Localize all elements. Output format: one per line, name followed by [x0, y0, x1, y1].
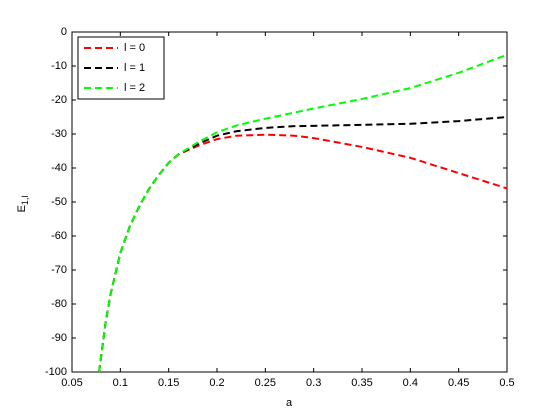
x-tick-label: 0.3 [306, 377, 321, 389]
y-tick-label: -80 [51, 298, 67, 310]
x-axis-label: a [286, 397, 293, 409]
y-axis-label-main: E [16, 205, 28, 212]
x-tick-label: 0.1 [113, 377, 128, 389]
x-tick-label: 0.05 [61, 377, 82, 389]
y-axis-label: E1,l [16, 196, 30, 213]
legend-label: l = 2 [124, 82, 145, 94]
y-tick-label: 0 [61, 26, 67, 38]
legend-box [77, 36, 165, 100]
x-tick-label: 0.35 [351, 377, 372, 389]
y-tick-label: -60 [51, 230, 67, 242]
legend-label: l = 1 [124, 62, 145, 74]
series-line [98, 53, 508, 373]
x-tick-label: 0.45 [448, 377, 469, 389]
y-tick-label: -70 [51, 264, 67, 276]
y-tick-label: -10 [51, 60, 67, 72]
x-tick-label: 0.25 [255, 377, 276, 389]
y-tick-label: -20 [51, 94, 67, 106]
x-tick-label: 0.2 [209, 377, 224, 389]
y-axis-label-sub: 1,l [20, 196, 30, 206]
x-tick-label: 0.5 [499, 377, 514, 389]
y-tick-label: -50 [51, 196, 67, 208]
y-tick-label: -100 [45, 366, 67, 378]
y-tick-label: -40 [51, 162, 67, 174]
y-tick-label: -30 [51, 128, 67, 140]
x-tick-label: 0.4 [403, 377, 418, 389]
y-tick-label: -90 [51, 332, 67, 344]
x-tick-label: 0.15 [158, 377, 179, 389]
legend-label: l = 0 [124, 42, 145, 54]
